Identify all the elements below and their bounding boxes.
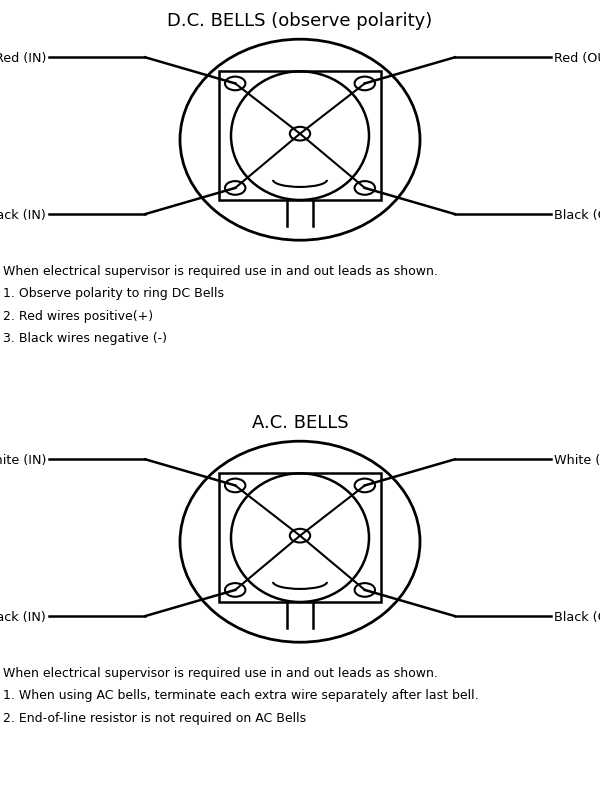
Text: Black (IN): Black (IN) [0,208,46,222]
Text: 2. Red wires positive(+): 2. Red wires positive(+) [3,309,153,322]
Text: 3. Black wires negative (-): 3. Black wires negative (-) [3,331,167,344]
Bar [219,474,381,602]
Text: When electrical supervisor is required use in and out leads as shown.: When electrical supervisor is required u… [3,666,438,679]
Text: Black (OUT): Black (OUT) [554,208,600,222]
Text: 1. Observe polarity to ring DC Bells: 1. Observe polarity to ring DC Bells [3,287,224,300]
Text: White (IN): White (IN) [0,453,46,467]
Bar [219,72,381,201]
Text: D.C. BELLS (observe polarity): D.C. BELLS (observe polarity) [167,12,433,30]
Text: White (OUT): White (OUT) [554,453,600,467]
Text: 2. End-of-line resistor is not required on AC Bells: 2. End-of-line resistor is not required … [3,711,306,724]
Text: When electrical supervisor is required use in and out leads as shown.: When electrical supervisor is required u… [3,265,438,278]
Text: A.C. BELLS: A.C. BELLS [251,414,349,431]
Text: Black (OUT): Black (OUT) [554,609,600,623]
Text: Black (IN): Black (IN) [0,609,46,623]
Text: 1. When using AC bells, terminate each extra wire separately after last bell.: 1. When using AC bells, terminate each e… [3,689,479,702]
Text: Red (OUT): Red (OUT) [554,51,600,65]
Text: Red (IN): Red (IN) [0,51,46,65]
